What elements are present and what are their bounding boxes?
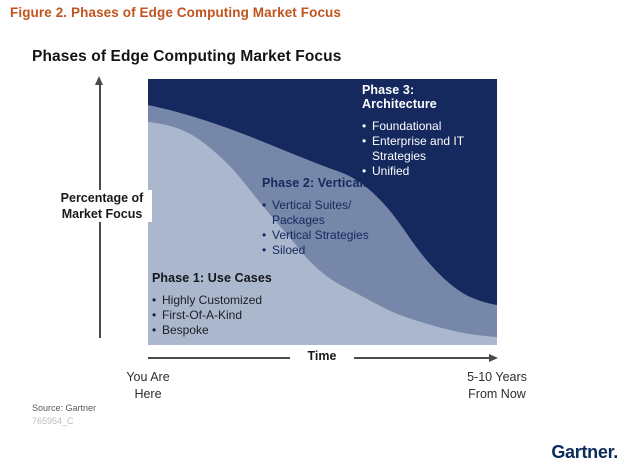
y-axis-label-line2: Market Focus [61,207,143,221]
bullet-item: Unified [362,164,492,179]
y-axis-label: Percentage of Market Focus [52,190,152,222]
phase2-annotation: Phase 2: Verticals Vertical Suites/ Pack… [262,176,394,258]
gartner-logo: Gartner. [551,442,618,462]
bullet-item: Vertical Strategies [262,228,394,243]
bullet-item: Vertical Suites/ Packages [262,198,394,228]
x-end-line2: From Now [468,387,526,401]
phase3-bullet-list: FoundationalEnterprise and IT Strategies… [362,119,492,179]
x-end-line1: 5-10 Years [467,370,527,384]
x-start-line2: Here [134,387,162,401]
bullet-item: Foundational [362,119,492,134]
bullet-item: Bespoke [152,323,307,338]
x-start-line1: You Are [126,370,170,384]
bullet-item: Siloed [262,243,394,258]
source-note: Source: Gartner [32,403,97,413]
phase2-title: Phase 2: Verticals [262,176,371,190]
y-axis-label-line1: Percentage of [60,191,144,205]
figure-caption: Figure 2. Phases of Edge Computing Marke… [10,5,342,20]
phase1-area [148,122,497,345]
y-axis-arrow-up-icon [95,76,103,85]
x-axis-end-annotation: 5-10 Years From Now [455,369,539,403]
bullet-item: Enterprise and IT Strategies [362,134,492,164]
bullet-item: First-Of-A-Kind [152,308,307,323]
chart-title: Phases of Edge Computing Market Focus [32,48,342,65]
x-axis-label: Time [290,349,354,363]
phase3-annotation: Phase 3: Architecture FoundationalEnterp… [362,83,492,179]
phase1-annotation: Phase 1: Use Cases Highly CustomizedFirs… [152,271,307,338]
phase1-bullet-list: Highly CustomizedFirst-Of-A-KindBespoke [152,293,307,338]
phase3-title: Phase 3: Architecture [362,83,437,111]
phase2-bullet-list: Vertical Suites/ PackagesVertical Strate… [262,198,394,258]
x-axis-arrow-right-icon [489,354,498,362]
document-id: 765954_C [32,416,74,426]
bullet-item: Highly Customized [152,293,307,308]
x-axis-start-annotation: You Are Here [106,369,190,403]
phase1-title: Phase 1: Use Cases [152,271,272,285]
